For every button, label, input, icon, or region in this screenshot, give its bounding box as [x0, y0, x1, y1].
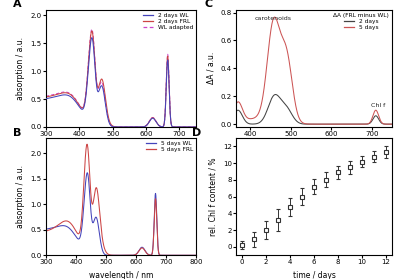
Text: carotenoids: carotenoids: [255, 16, 292, 21]
Legend: 2 days, 5 days: 2 days, 5 days: [333, 13, 389, 30]
Y-axis label: absorption / a.u.: absorption / a.u.: [16, 37, 25, 100]
Legend: 5 days WL, 5 days FRL: 5 days WL, 5 days FRL: [146, 141, 193, 152]
Text: D: D: [192, 128, 202, 138]
Y-axis label: ΔA / a.u.: ΔA / a.u.: [206, 52, 215, 85]
X-axis label: wavelength / nm: wavelength / nm: [89, 143, 153, 152]
Text: C: C: [205, 0, 213, 9]
Legend: 2 days WL, 2 days FRL, WL adapted: 2 days WL, 2 days FRL, WL adapted: [142, 13, 193, 30]
Y-axis label: absorption / a.u.: absorption / a.u.: [16, 165, 25, 228]
X-axis label: time / days: time / days: [292, 271, 336, 279]
Text: A: A: [13, 0, 22, 9]
X-axis label: wavelength / nm: wavelength / nm: [89, 271, 153, 279]
X-axis label: wavelength / nm: wavelength / nm: [282, 143, 346, 152]
Text: Chl f: Chl f: [371, 104, 385, 109]
Text: B: B: [13, 128, 21, 138]
Y-axis label: rel. Chl f content / %: rel. Chl f content / %: [208, 157, 217, 236]
